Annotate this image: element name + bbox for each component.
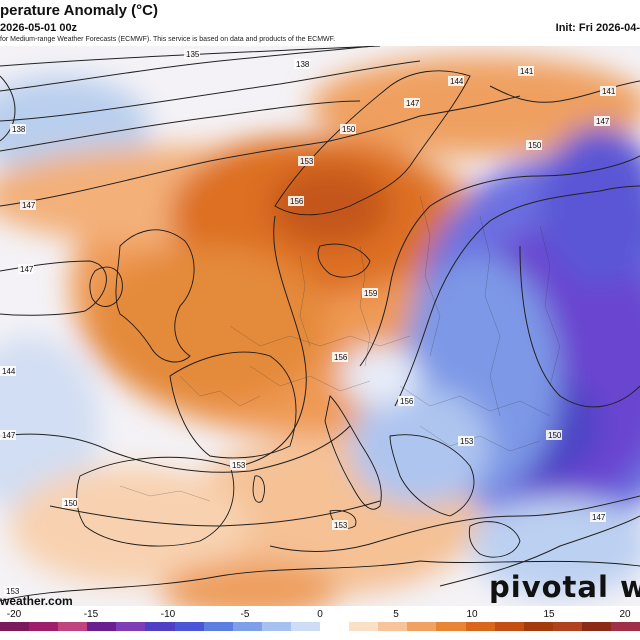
colorbar-swatch — [378, 622, 408, 631]
colorbar-tick: -20 — [6, 609, 22, 620]
contour-label: 153 — [334, 521, 348, 530]
contour-label: 138 — [296, 60, 310, 69]
colorbar-swatch — [116, 622, 146, 631]
colorbar-swatch — [261, 622, 291, 631]
colorbar-swatch — [232, 622, 262, 631]
contour-label: 141 — [520, 67, 534, 76]
colorbar-swatch — [523, 622, 553, 631]
colorbar-tick: 15 — [543, 609, 555, 620]
contour-label: 141 — [602, 87, 616, 96]
colorbar-swatch — [203, 622, 233, 631]
colorbar-swatch — [0, 622, 30, 631]
contour-label: 150 — [548, 431, 562, 440]
colorbar-tick: 0 — [317, 609, 323, 620]
admin-borders — [119, 195, 561, 502]
map-panel[interactable]: 135 138 138 141 141 144 144 147 147 147 … — [0, 46, 640, 606]
colorbar-tick: -15 — [83, 609, 99, 620]
contour-label: 156 — [290, 197, 304, 206]
ecmwf-credit: for Medium-range Weather Forecasts (ECMW… — [0, 36, 336, 43]
contour-label: 147 — [592, 513, 606, 522]
contour-labels: 135 138 138 141 141 144 144 147 147 147 … — [0, 49, 616, 596]
colorbar-swatch — [610, 622, 640, 631]
contour-label: 147 — [2, 431, 16, 440]
contour-label: 147 — [406, 99, 420, 108]
contour-label: 156 — [334, 353, 348, 362]
height-contours — [0, 46, 640, 587]
temperature-anomaly-map[interactable]: 135 138 138 141 141 144 144 147 147 147 … — [0, 46, 640, 606]
site-url[interactable]: weather.com — [0, 594, 73, 608]
contour-label: 147 — [22, 201, 36, 210]
contour-label: 153 — [300, 157, 314, 166]
colorbar-tick: 20 — [619, 609, 631, 620]
colorbar-swatch — [145, 622, 175, 631]
colorbar-tick: 10 — [466, 609, 478, 620]
contour-label: 156 — [400, 397, 414, 406]
colorbar-strip — [0, 622, 640, 631]
contour-label: 150 — [528, 141, 542, 150]
colorbar-swatch — [29, 622, 59, 631]
contour-label: 147 — [20, 265, 34, 274]
contour-label: 144 — [450, 77, 464, 86]
contour-label: 150 — [342, 125, 356, 134]
colorbar-swatch — [290, 622, 321, 631]
colorbar-swatch — [494, 622, 524, 631]
colorbar-tick: 5 — [393, 609, 399, 620]
valid-time: 2026-05-01 00z — [0, 22, 78, 34]
colorbar-swatch — [581, 622, 611, 631]
colorbar-tick: -5 — [240, 609, 250, 620]
colorbar-tick: -10 — [160, 609, 176, 620]
colorbar-swatch — [407, 622, 437, 631]
colorbar-swatch — [58, 622, 88, 631]
colorbar-swatch — [87, 622, 117, 631]
contour-label: 153 — [6, 587, 20, 596]
colorbar-swatch — [436, 622, 466, 631]
colorbar: -20 -15 -10 -5 0 5 10 15 20 — [0, 606, 640, 640]
contour-label: 150 — [64, 499, 78, 508]
contour-label: 153 — [460, 437, 474, 446]
contour-label: 153 — [232, 461, 246, 470]
colorbar-swatch — [552, 622, 582, 631]
contour-label: 144 — [2, 367, 16, 376]
contour-label: 135 — [186, 50, 200, 59]
anomaly-shading — [0, 56, 640, 606]
pivotal-watermark: pivotal we — [489, 570, 640, 604]
colorbar-swatch — [465, 622, 495, 631]
map-title: perature Anomaly (°C) — [0, 2, 158, 19]
init-time: Init: Fri 2026-04- — [555, 22, 640, 34]
colorbar-swatch — [320, 622, 350, 631]
contour-label: 159 — [364, 289, 378, 298]
colorbar-swatch — [174, 622, 204, 631]
colorbar-swatch — [349, 622, 379, 631]
contour-label: 147 — [596, 117, 610, 126]
contour-label: 138 — [12, 125, 26, 134]
header: perature Anomaly (°C) 2026-05-01 00z Ini… — [0, 0, 640, 46]
